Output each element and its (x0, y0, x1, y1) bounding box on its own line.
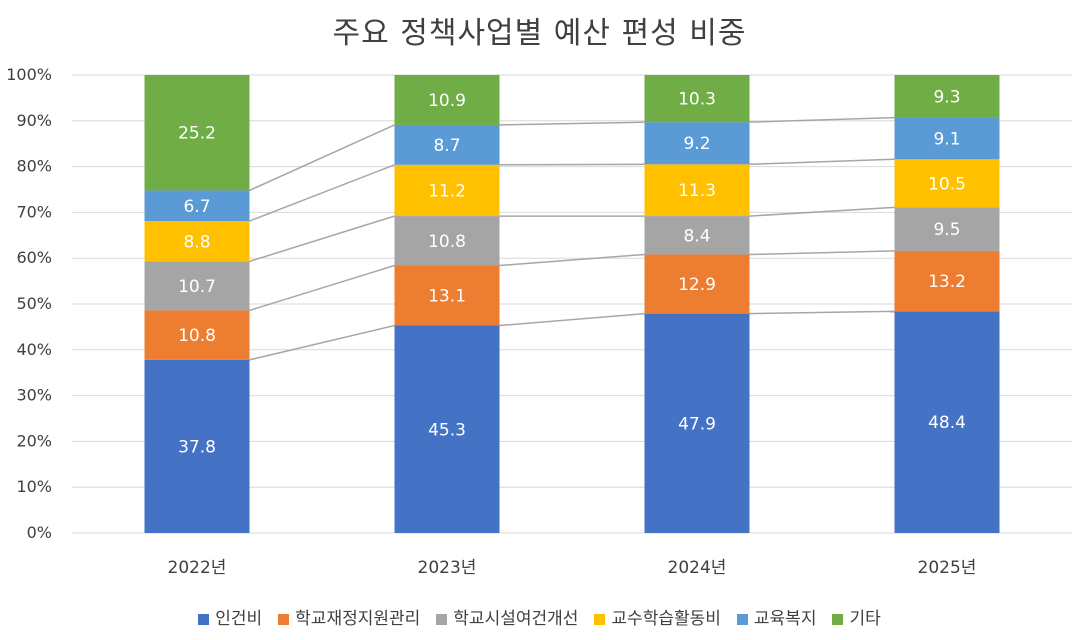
y-tick-label: 90% (16, 111, 52, 130)
data-label: 11.2 (428, 181, 466, 201)
legend-swatch (198, 613, 210, 625)
x-tick-label: 2023년 (418, 558, 477, 578)
legend: 인건비 학교재정지원관리 학교시설여건개선 교수학습활동비 교육복지 기타 (0, 604, 1079, 629)
bar-segment (144, 359, 250, 533)
bar-segment (394, 325, 500, 533)
legend-item: 인건비 (198, 604, 262, 629)
y-tick-label: 50% (16, 294, 52, 313)
data-label: 25.2 (178, 124, 216, 144)
data-label: 8.8 (183, 232, 210, 252)
legend-item: 교육복지 (736, 604, 817, 629)
series-line (249, 215, 395, 263)
series-line (749, 158, 895, 166)
bar-segment (394, 265, 500, 326)
data-label: 10.5 (928, 174, 966, 194)
bar-segment (394, 124, 500, 165)
legend-label: 기타 (849, 609, 881, 629)
chart-title: 주요 정책사업별 예산 편성 비중 (332, 16, 747, 51)
series-line (249, 264, 395, 312)
y-tick-label: 10% (16, 477, 52, 496)
series-line (249, 324, 395, 361)
series-line (749, 250, 895, 256)
data-label: 8.7 (433, 136, 460, 156)
y-tick-label: 30% (16, 386, 52, 405)
bar-segment (644, 254, 750, 314)
legend-label: 교수학습활동비 (611, 609, 721, 629)
y-tick-label: 0% (27, 523, 52, 542)
legend-item: 학교재정지원관리 (278, 604, 420, 629)
y-tick-label: 70% (16, 202, 52, 221)
y-tick-label: 40% (16, 340, 52, 359)
bar-segment (394, 164, 500, 217)
data-label: 9.1 (933, 129, 960, 149)
data-label: 10.8 (428, 232, 466, 252)
x-tick-label: 2022년 (168, 558, 227, 578)
data-label: 10.7 (178, 277, 216, 297)
legend-swatch (436, 613, 448, 625)
data-label: 45.3 (428, 420, 466, 440)
data-label: 9.2 (683, 134, 710, 154)
x-tick-label: 2024년 (668, 558, 727, 578)
bar-segment (894, 250, 1000, 312)
legend-item: 교수학습활동비 (594, 604, 721, 629)
data-label: 10.9 (428, 91, 466, 111)
x-tick-label: 2025년 (918, 558, 977, 578)
data-label: 13.1 (428, 287, 466, 307)
bar-segment (644, 216, 750, 255)
series-line (249, 164, 395, 222)
y-tick-label: 100% (6, 65, 52, 84)
bar-segment (644, 164, 750, 217)
bar-segment (144, 221, 250, 262)
legend-label: 학교시설여건개선 (453, 609, 579, 629)
bar-segment (894, 75, 1000, 118)
bar-segment (644, 75, 750, 123)
series-line (249, 124, 395, 192)
legend-swatch (594, 613, 606, 625)
series-line (499, 253, 645, 267)
series-line (749, 206, 895, 217)
series-line (499, 312, 645, 327)
legend-item: 학교시설여건개선 (436, 604, 578, 629)
y-tick-label: 60% (16, 248, 52, 267)
data-label: 47.9 (678, 414, 716, 434)
legend-label: 학교재정지원관리 (295, 609, 421, 629)
bar-segment (394, 75, 500, 125)
data-label: 11.3 (678, 181, 716, 201)
bar-segment (144, 75, 250, 191)
data-label: 10.3 (678, 90, 716, 110)
series-line (749, 116, 895, 123)
data-label: 9.3 (933, 87, 960, 107)
bar-segment (144, 310, 250, 360)
series-line (499, 121, 645, 126)
data-label: 48.4 (928, 413, 966, 433)
bar-segment (894, 207, 1000, 251)
data-label: 9.5 (933, 220, 960, 240)
data-label: 10.8 (178, 326, 216, 346)
bar-segment (644, 122, 750, 165)
y-tick-label: 80% (16, 157, 52, 176)
data-label: 13.2 (928, 272, 966, 292)
series-line (749, 310, 895, 315)
legend-swatch (278, 613, 290, 625)
y-tick-label: 20% (16, 431, 52, 450)
data-label: 37.8 (178, 437, 216, 457)
bar-segment (894, 311, 1000, 533)
data-label: 8.4 (683, 226, 710, 246)
legend-swatch (736, 613, 748, 625)
bar-segment (644, 313, 750, 533)
data-label: 6.7 (183, 197, 210, 217)
legend-label: 교육복지 (753, 609, 817, 629)
legend-label: 인건비 (215, 609, 263, 629)
legend-swatch (832, 613, 844, 625)
bar-segment (144, 261, 250, 311)
data-label: 12.9 (678, 275, 716, 295)
legend-item: 기타 (832, 604, 881, 629)
bar-segment (894, 159, 1000, 208)
bar-segment (394, 216, 500, 266)
bar-segment (894, 117, 1000, 160)
bar-segment (144, 190, 250, 222)
